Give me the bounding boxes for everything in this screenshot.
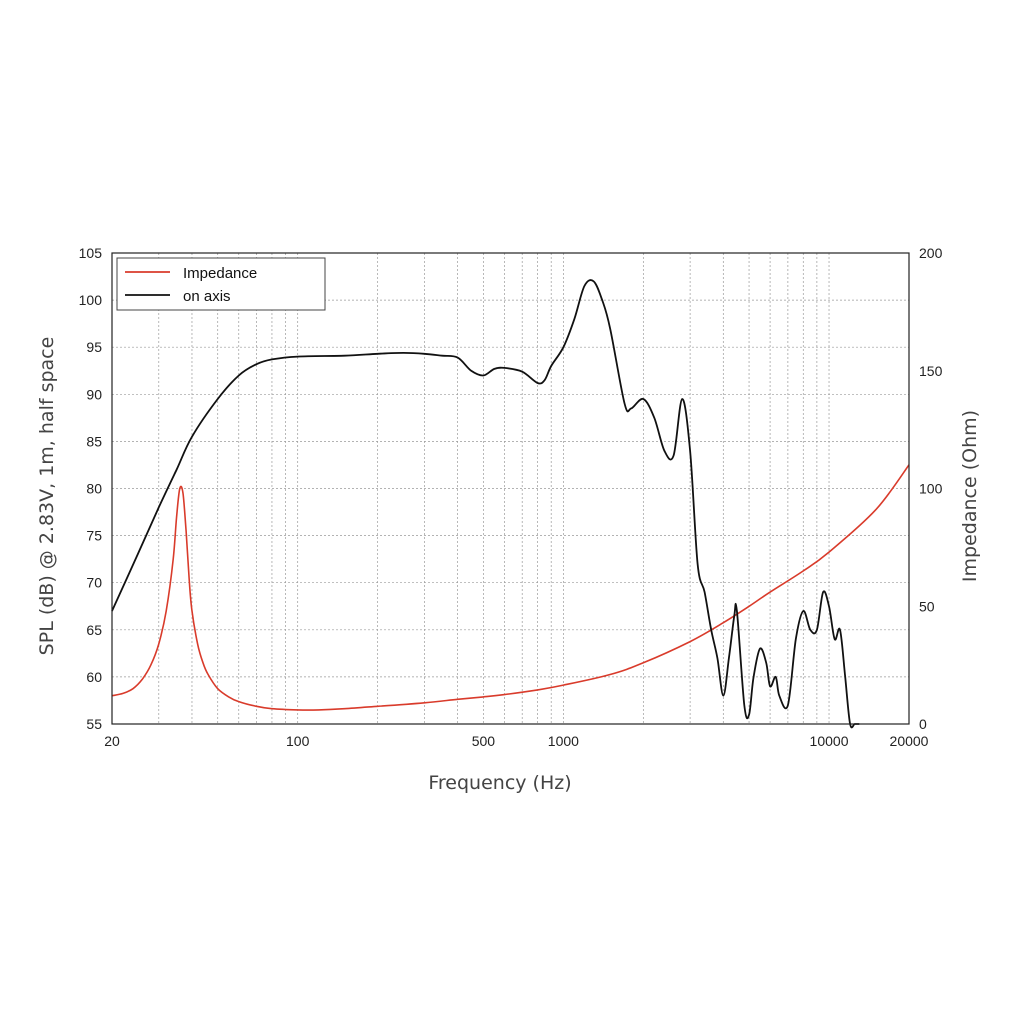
x-tick-label: 500 bbox=[472, 733, 496, 749]
legend-label-on-axis: on axis bbox=[183, 288, 231, 305]
y-tick-label-right: 200 bbox=[919, 245, 943, 261]
y-axis-title-left: SPL (dB) @ 2.83V, 1m, half space bbox=[36, 337, 58, 656]
y-tick-label-left: 75 bbox=[86, 528, 102, 544]
series-line-on-axis bbox=[111, 279, 860, 729]
y-tick-label-left: 65 bbox=[86, 622, 102, 638]
x-tick-label: 10000 bbox=[810, 733, 849, 749]
y-tick-label-right: 100 bbox=[919, 481, 943, 497]
legend-box bbox=[116, 257, 326, 311]
x-tick-label: 20000 bbox=[890, 733, 929, 749]
series-line-impedance bbox=[111, 464, 910, 711]
y-tick-label-left: 70 bbox=[86, 575, 102, 591]
tick-labels: 20 100 500 1000 10000 20000556065707580859095… bbox=[79, 245, 943, 749]
plot-frame bbox=[111, 252, 910, 725]
y-tick-label-right: 50 bbox=[919, 598, 935, 614]
y-axis-title-right: Impedance (Ohm) bbox=[959, 410, 981, 582]
y-tick-label-right: 150 bbox=[919, 363, 943, 379]
x-axis-title: Frequency (Hz) bbox=[428, 772, 571, 794]
y-tick-label-right: 0 bbox=[919, 716, 927, 732]
x-tick-label: 20 bbox=[104, 733, 120, 749]
y-tick-label-left: 105 bbox=[79, 245, 103, 261]
y-tick-label-left: 100 bbox=[79, 292, 103, 308]
x-tick-label: 100 bbox=[286, 733, 310, 749]
y-tick-label-left: 95 bbox=[86, 339, 102, 355]
y-tick-label-left: 60 bbox=[86, 669, 102, 685]
x-tick-label: 1000 bbox=[548, 733, 579, 749]
legend: Impedance on axis bbox=[116, 257, 326, 311]
y-tick-label-left: 55 bbox=[86, 716, 102, 732]
grid-lines bbox=[112, 253, 909, 724]
y-tick-label-left: 80 bbox=[86, 481, 102, 497]
legend-label-impedance: Impedance bbox=[183, 265, 257, 282]
y-tick-label-left: 85 bbox=[86, 433, 102, 449]
y-tick-label-left: 90 bbox=[86, 386, 102, 402]
